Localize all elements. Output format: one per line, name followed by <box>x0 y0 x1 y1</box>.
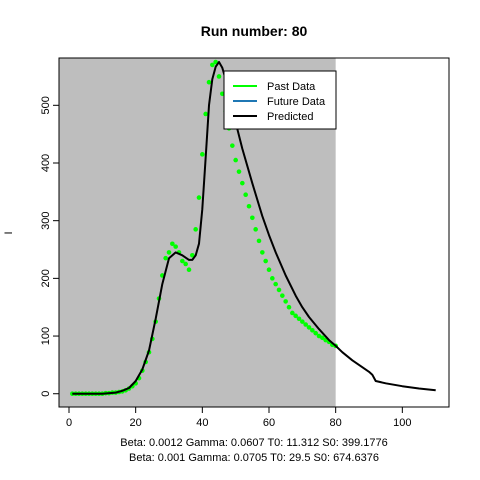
data-point-past-data <box>256 238 262 244</box>
data-point-past-data <box>280 293 285 298</box>
data-point-past-data <box>266 267 272 273</box>
data-point-past-data <box>190 252 195 258</box>
data-point-past-data <box>313 330 318 336</box>
legend-label: Predicted <box>267 111 313 123</box>
data-point-past-data <box>206 79 212 85</box>
y-tick-label: 400 <box>40 154 52 172</box>
data-point-past-data <box>196 195 202 200</box>
data-point-past-data <box>320 335 325 341</box>
data-point-past-data <box>193 227 198 232</box>
data-point-past-data <box>270 276 275 281</box>
x-tick-label: 60 <box>263 417 275 429</box>
data-point-past-data <box>260 250 265 255</box>
data-point-past-data <box>250 215 255 221</box>
x-tick-label: 0 <box>66 417 72 429</box>
data-point-past-data <box>180 258 185 264</box>
y-tick-label: 100 <box>40 327 52 345</box>
data-point-past-data <box>283 299 288 304</box>
x-tick-label: 100 <box>393 417 411 429</box>
chart-title: Run number: 80 <box>201 23 308 39</box>
data-point-past-data <box>186 267 192 273</box>
data-point-past-data <box>213 59 218 65</box>
y-axis-label: I <box>3 231 15 234</box>
y-tick-label: 500 <box>40 96 52 114</box>
x-tick-label: 80 <box>330 417 342 429</box>
legend-label: Past Data <box>267 81 316 93</box>
data-point-past-data <box>253 227 258 232</box>
data-point-past-data <box>290 310 295 316</box>
data-point-past-data <box>243 192 248 198</box>
data-point-past-data <box>203 111 208 117</box>
data-point-past-data <box>246 203 252 209</box>
fit-params-line-1: Beta: 0.0012 Gamma: 0.0607 T0: 11.312 S0… <box>120 437 387 449</box>
data-point-past-data <box>200 152 205 157</box>
x-tick-label: 40 <box>196 417 208 429</box>
data-point-past-data <box>300 319 305 324</box>
x-tick-label: 20 <box>130 417 142 429</box>
data-point-past-data <box>310 327 315 333</box>
data-point-past-data <box>273 281 278 287</box>
data-point-past-data <box>230 143 235 148</box>
data-point-past-data <box>170 241 175 247</box>
data-point-past-data <box>163 255 168 261</box>
data-point-past-data <box>276 287 282 293</box>
data-point-past-data <box>220 91 225 97</box>
data-point-past-data <box>303 322 308 327</box>
data-point-past-data <box>210 62 215 68</box>
data-point-past-data <box>240 180 245 186</box>
data-point-past-data <box>233 157 238 163</box>
data-point-past-data <box>306 325 312 330</box>
data-point-past-data <box>296 316 302 322</box>
legend-label: Future Data <box>267 96 326 108</box>
data-point-past-data <box>183 261 188 267</box>
data-point-past-data <box>286 304 292 310</box>
legend: Past Data Future Data Predicted <box>223 70 337 130</box>
data-point-past-data <box>216 74 222 79</box>
data-point-past-data <box>173 244 178 249</box>
y-tick-label: 0 <box>40 391 52 397</box>
data-point-past-data <box>263 258 268 264</box>
data-point-past-data <box>293 313 298 319</box>
y-tick-label: 300 <box>40 211 52 229</box>
fit-params-line-2: Beta: 0.001 Gamma: 0.0705 T0: 29.5 S0: 6… <box>129 452 379 464</box>
y-tick-label: 200 <box>40 269 52 287</box>
data-point-past-data <box>166 250 172 255</box>
data-point-past-data <box>236 169 242 174</box>
